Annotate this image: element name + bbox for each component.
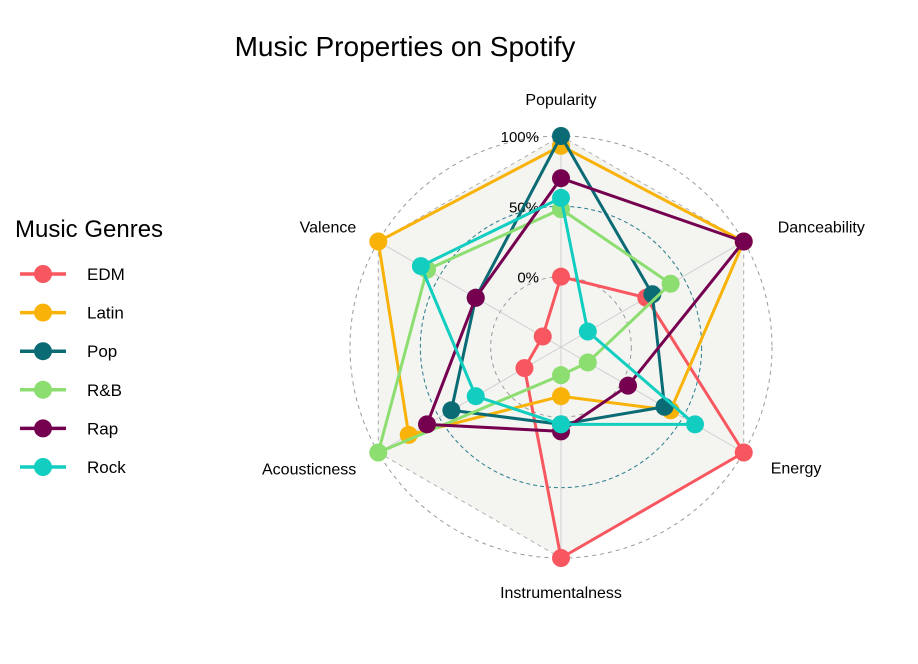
point-rb-acousticness <box>369 444 387 462</box>
legend-item-rb: R&B <box>20 381 122 400</box>
point-rap-danceability <box>735 233 753 251</box>
legend: Music Genres EDM Latin Pop R&B Rap Rock <box>15 216 163 477</box>
point-edm-valence <box>534 327 552 345</box>
point-rb-danceability <box>662 275 680 293</box>
legend-marker-latin <box>34 304 52 322</box>
legend-item-latin: Latin <box>20 304 124 323</box>
legend-label-edm: EDM <box>87 265 125 284</box>
point-latin-instrumentalness <box>552 387 570 405</box>
legend-marker-rock <box>34 458 52 476</box>
point-rock-energy <box>686 415 704 433</box>
point-latin-valence <box>369 233 387 251</box>
point-edm-popularity <box>552 268 570 286</box>
legend-item-pop: Pop <box>20 342 117 361</box>
tick-label-0pct: 0% <box>517 270 539 287</box>
point-rap-acousticness <box>418 415 436 433</box>
point-rock-danceability <box>579 323 597 341</box>
point-pop-acousticness <box>442 401 460 419</box>
axis-label-danceability: Danceability <box>778 220 865 237</box>
point-rb-energy <box>579 353 597 371</box>
point-edm-instrumentalness <box>552 549 570 567</box>
legend-item-rap: Rap <box>20 419 118 438</box>
legend-marker-pop <box>34 342 52 360</box>
legend-label-rb: R&B <box>87 381 122 400</box>
tick-label-100pct: 100% <box>501 129 539 146</box>
point-rock-popularity <box>552 189 570 207</box>
legend-marker-rap <box>34 419 52 437</box>
legend-marker-edm <box>34 265 52 283</box>
axis-label-acousticness: Acousticness <box>262 462 356 479</box>
legend-item-edm: EDM <box>20 265 125 284</box>
radar-plot: Popularity Danceability Energy Instrumental… <box>262 92 865 602</box>
axis-label-instrumentalness: Instrumentalness <box>500 585 622 602</box>
point-rock-valence <box>412 257 430 275</box>
point-rap-valence <box>467 289 485 307</box>
legend-label-rock: Rock <box>87 458 126 477</box>
axis-label-valence: Valence <box>300 220 357 237</box>
legend-title: Music Genres <box>15 216 163 243</box>
point-edm-energy <box>735 444 753 462</box>
point-pop-energy <box>656 398 674 416</box>
axis-label-popularity: Popularity <box>525 92 596 109</box>
point-rb-instrumentalness <box>552 366 570 384</box>
legend-item-rock: Rock <box>20 458 126 477</box>
point-rap-popularity <box>552 169 570 187</box>
legend-marker-rb <box>34 381 52 399</box>
legend-label-latin: Latin <box>87 304 124 323</box>
point-rock-acousticness <box>467 387 485 405</box>
axis-label-energy: Energy <box>771 461 822 478</box>
point-edm-acousticness <box>515 359 533 377</box>
point-rap-energy <box>619 377 637 395</box>
legend-label-rap: Rap <box>87 419 118 438</box>
point-rock-instrumentalness <box>552 415 570 433</box>
legend-label-pop: Pop <box>87 342 117 361</box>
point-pop-popularity <box>552 127 570 145</box>
chart-title: Music Properties on Spotify <box>235 31 576 62</box>
